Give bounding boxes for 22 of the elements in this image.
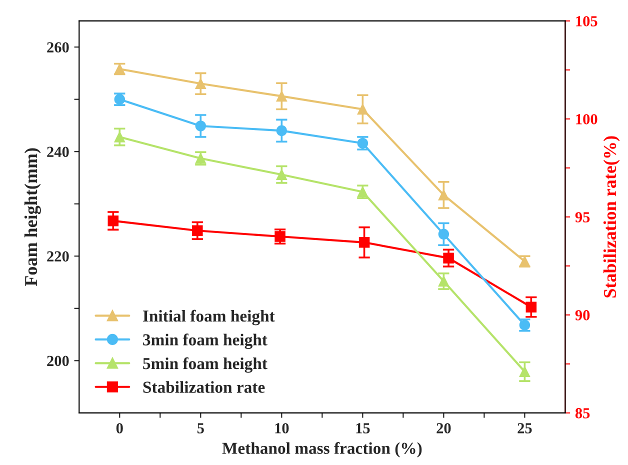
x-tick-label: 15 <box>356 423 370 434</box>
legend-label: 3min foam height <box>143 334 268 349</box>
legend-label: Stabilization rate <box>143 381 265 393</box>
y2-axis-title: Stabilization rate(%) <box>603 136 620 298</box>
y2-tick-label: 85 <box>575 408 590 418</box>
x-tick-label: 5 <box>197 423 204 434</box>
y-tick-label: 260 <box>47 42 69 53</box>
y-axis-title: Foam height(mm) <box>24 148 41 286</box>
y-tick-label: 200 <box>47 356 69 366</box>
x-tick-label: 20 <box>436 423 451 434</box>
y2-tick-label: 100 <box>576 114 598 124</box>
y-tick-label: 220 <box>47 251 69 262</box>
x-tick-label: 0 <box>116 423 123 434</box>
y2-tick-label: 105 <box>576 16 598 26</box>
legend-label: 5min foam height <box>143 357 268 373</box>
y2-tick-label: 95 <box>575 212 590 222</box>
y-tick-label: 240 <box>47 146 69 158</box>
y2-tick-label: 90 <box>575 310 590 320</box>
x-tick-label: 25 <box>518 423 532 434</box>
x-tick-label: 10 <box>275 423 289 434</box>
legend-label: Initial foam height <box>143 310 275 326</box>
x-axis-title: Methanol mass fraction (%) <box>222 442 422 458</box>
